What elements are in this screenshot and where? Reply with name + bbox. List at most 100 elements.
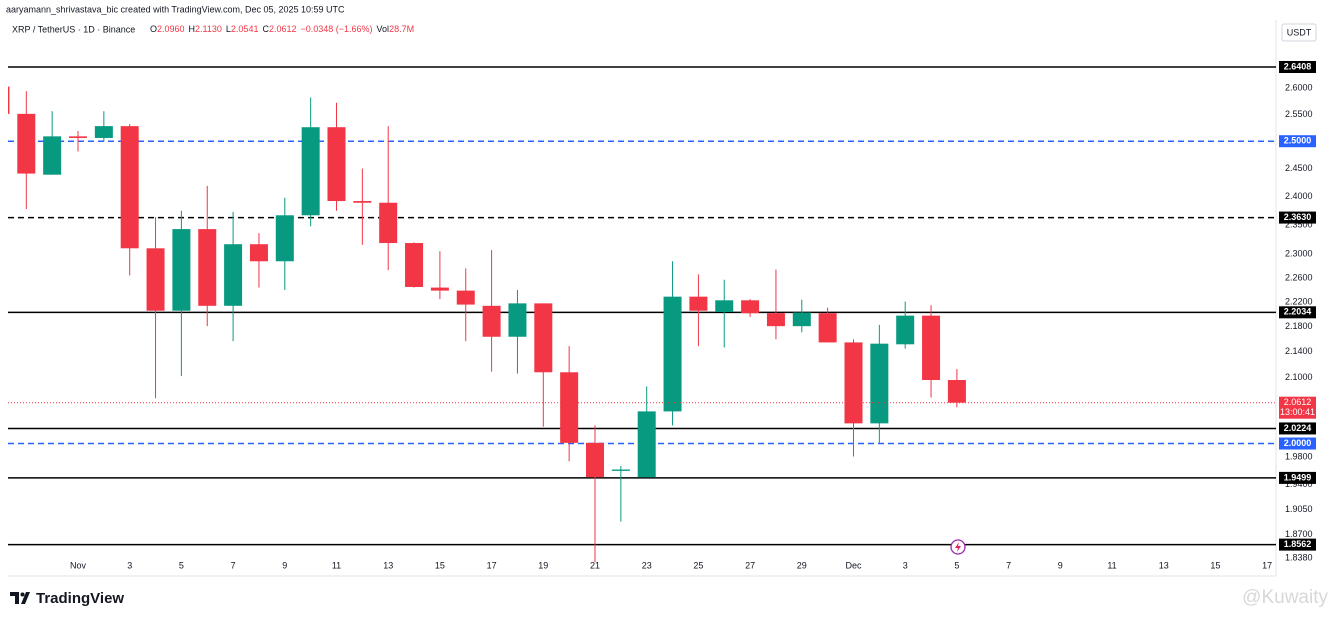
- candle-body: [637, 411, 656, 478]
- logo: TradingView: [10, 590, 124, 607]
- y-tick-label: 2.2600: [1285, 272, 1313, 282]
- candle-body: [534, 303, 553, 373]
- logo-text: TradingView: [36, 590, 124, 607]
- candle-body: [120, 126, 139, 249]
- x-tick-label: 15: [1210, 560, 1220, 570]
- x-tick-label: 9: [282, 560, 287, 570]
- last-price-badge: [1279, 396, 1316, 419]
- change: −0.0348 (−1.66%): [300, 24, 372, 34]
- level-label: 2.6408: [1284, 61, 1312, 71]
- y-tick-label: 2.3500: [1285, 219, 1313, 229]
- level-badge: [1279, 422, 1316, 435]
- level-label: 2.0000: [1284, 438, 1312, 448]
- y-tick-label: 1.9800: [1285, 452, 1313, 462]
- candle-body: [560, 372, 579, 443]
- credit: @Kuwaity: [1242, 587, 1328, 608]
- ohlc-legend: O2.0960 H2.1130 L2.0541 C2.0612 −0.0348 (−1.…: [150, 24, 414, 34]
- candle-body: [715, 300, 734, 312]
- level-badge: [1279, 135, 1316, 148]
- candle-body: [508, 303, 527, 337]
- candle-body: [17, 113, 36, 174]
- candle-body: [172, 229, 191, 311]
- level-badge: [1279, 437, 1316, 450]
- ohlc-key: L: [226, 24, 231, 34]
- x-tick-label: 17: [1262, 560, 1272, 570]
- candle-body: [405, 243, 424, 287]
- ohlc-value: 2.1130: [195, 24, 222, 34]
- level-badge: [1279, 538, 1316, 551]
- x-tick-label: 7: [231, 560, 236, 570]
- x-tick-label: 19: [538, 560, 548, 570]
- x-tick-label: 3: [903, 560, 908, 570]
- attribution: aaryamann_shrivastava_bic created with T…: [6, 4, 345, 14]
- level-badge: [1279, 471, 1316, 484]
- candle-body: [456, 290, 475, 305]
- candle-body: [896, 315, 915, 345]
- last-price-label: 2.0612: [1284, 397, 1312, 407]
- x-tick-label: 29: [797, 560, 807, 570]
- x-tick-label: 17: [487, 560, 497, 570]
- candle-body: [870, 343, 889, 424]
- event-bolt: [955, 542, 961, 552]
- candle-body: [224, 244, 243, 306]
- y-tick-label: 2.4500: [1285, 163, 1313, 173]
- candle-body: [792, 312, 811, 327]
- candle-body: [69, 136, 87, 138]
- candle-body: [844, 342, 863, 424]
- y-tick-label: 2.1400: [1285, 346, 1313, 356]
- candle-body: [689, 296, 708, 311]
- candle-body: [586, 442, 604, 478]
- x-tick-label: 13: [1159, 560, 1169, 570]
- x-tick-label: 13: [383, 560, 393, 570]
- x-tick-label: 3: [127, 560, 132, 570]
- x-tick-label: 5: [954, 560, 959, 570]
- level-badge: [1279, 60, 1316, 73]
- currency-box: [1281, 23, 1317, 42]
- candle-body: [482, 305, 501, 337]
- candle-body: [663, 296, 682, 412]
- level-badge: [1279, 306, 1316, 319]
- ohlc-key: H: [189, 24, 196, 34]
- y-tick-label: 1.8700: [1285, 529, 1313, 539]
- candle-body: [611, 469, 630, 471]
- candle-body: [94, 126, 113, 138]
- level-label: 1.9499: [1284, 472, 1312, 482]
- x-tick-label: Nov: [70, 560, 87, 570]
- level-badge: [1279, 211, 1316, 224]
- level-label: 2.2034: [1284, 307, 1312, 317]
- ohlc-key: O: [150, 24, 157, 34]
- ohlc-value: 2.0612: [269, 24, 297, 34]
- logo-dot: [20, 592, 25, 597]
- candle-body: [301, 127, 320, 216]
- symbol: XRP / TetherUS · 1D · Binance: [12, 24, 135, 34]
- y-tick-label: 2.5500: [1285, 109, 1313, 119]
- candle-body: [275, 215, 294, 262]
- logo-icon: [10, 592, 30, 604]
- y-tick-label: 1.9050: [1285, 504, 1313, 514]
- y-tick-label: 2.4000: [1285, 191, 1313, 201]
- x-tick-label: 5: [179, 560, 184, 570]
- candle-body: [249, 244, 268, 262]
- x-tick-label: 23: [642, 560, 652, 570]
- x-tick-label: 25: [693, 560, 703, 570]
- x-tick-label: Dec: [845, 560, 862, 570]
- y-tick-label: 2.3000: [1285, 249, 1313, 259]
- x-tick-label: 7: [1006, 560, 1011, 570]
- candle-body: [43, 136, 62, 175]
- candle-body: [327, 127, 346, 202]
- level-label: 2.0224: [1284, 423, 1312, 433]
- volume-key: Vol: [377, 24, 390, 34]
- level-label: 2.5000: [1284, 136, 1312, 146]
- y-tick-label: 2.1000: [1285, 372, 1313, 382]
- candle-body: [379, 202, 398, 244]
- x-tick-label: 9: [1058, 560, 1063, 570]
- countdown: 13:00:41: [1280, 407, 1315, 417]
- x-tick-label: 27: [745, 560, 755, 570]
- plot: [8, 66, 1276, 563]
- legend: XRP / TetherUS · 1D · Binance: [12, 24, 135, 34]
- level-label: 1.8562: [1284, 539, 1312, 549]
- ohlc-value: 2.0960: [157, 24, 185, 34]
- y-tick-label: 2.6000: [1285, 82, 1313, 92]
- candle-body: [353, 201, 372, 203]
- candle-body: [741, 300, 760, 314]
